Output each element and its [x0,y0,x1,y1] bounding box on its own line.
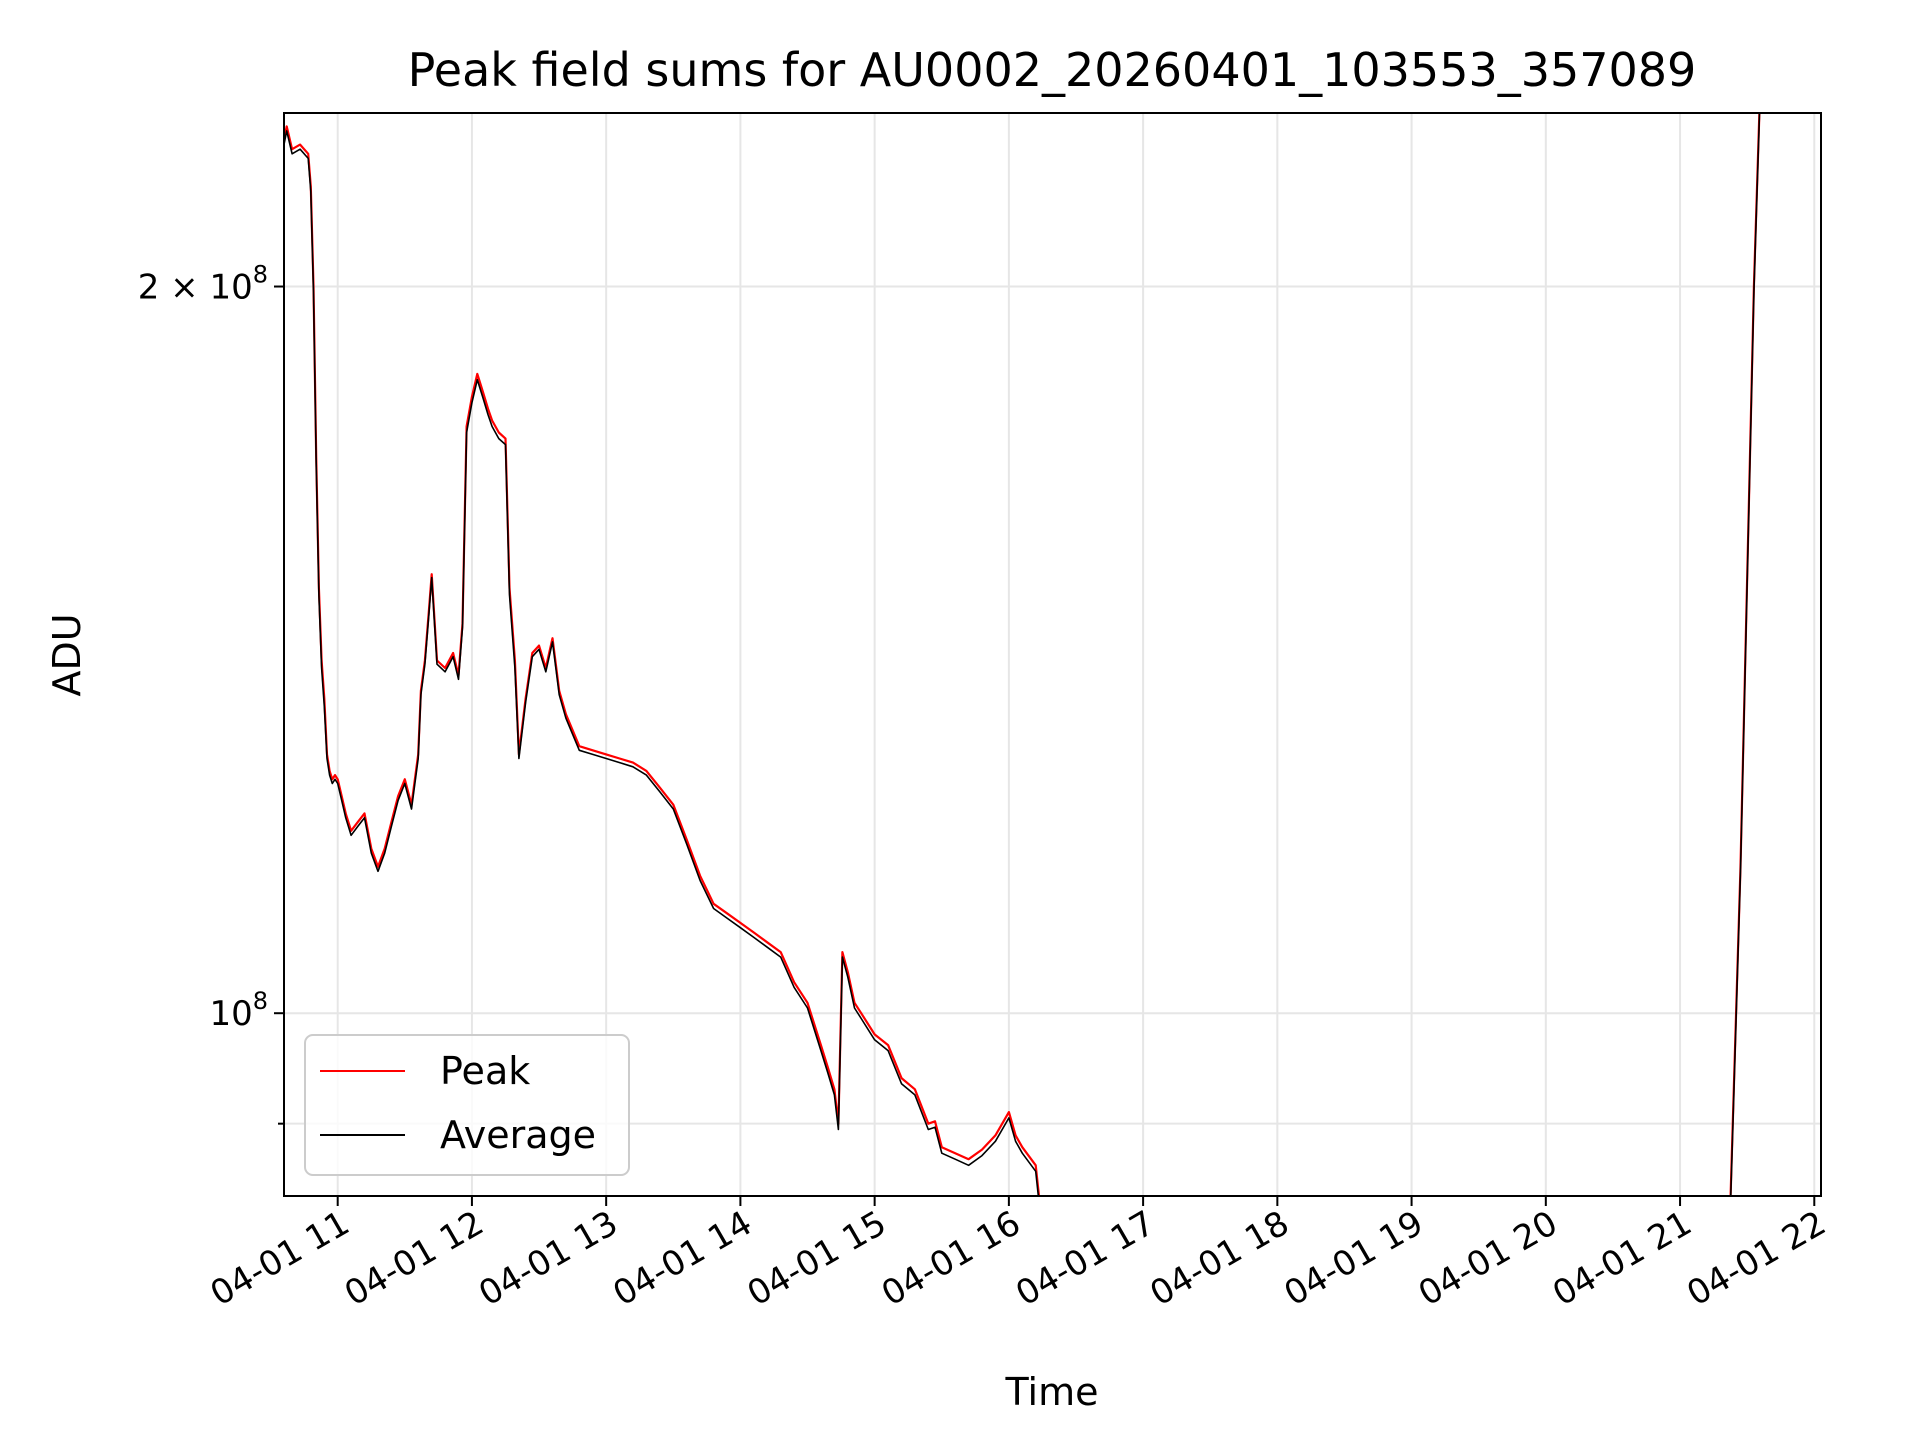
plot-frame [283,112,1822,1197]
x-tick-label: 04-01 18 [1143,1203,1295,1314]
x-tick-label: 04-01 16 [875,1203,1027,1314]
y-tick-label: 108 [209,987,268,1034]
grid-layer [284,113,1821,1196]
series-line-peak [284,113,1761,1196]
x-tick-label: 04-01 21 [1546,1203,1698,1314]
x-tick-label: 04-01 12 [338,1203,490,1314]
x-tick-label: 04-01 20 [1412,1203,1564,1314]
legend: Peak Average [304,1034,630,1176]
legend-average-label: Average [440,1113,596,1157]
x-tick-label: 04-01 22 [1680,1203,1832,1314]
y-ticks: 108 2 × 108 [138,261,284,1125]
chart-title: Peak field sums for AU0002_20260401_1035… [408,43,1697,97]
legend-peak-label: Peak [440,1049,530,1093]
y-tick-label: 2 × 108 [138,261,268,308]
x-tick-label: 04-01 19 [1278,1203,1430,1314]
x-tick-label: 04-01 13 [472,1203,624,1314]
x-axis-title: Time [1005,1370,1099,1414]
x-tick-label: 04-01 15 [741,1203,893,1314]
x-tick-label: 04-01 17 [1009,1203,1161,1314]
y-axis-title: ADU [45,613,89,696]
x-tick-label: 04-01 14 [607,1203,759,1314]
series-layer [284,113,1761,1196]
x-tick-label: 04-01 11 [204,1203,356,1314]
series-line-average [284,113,1761,1196]
